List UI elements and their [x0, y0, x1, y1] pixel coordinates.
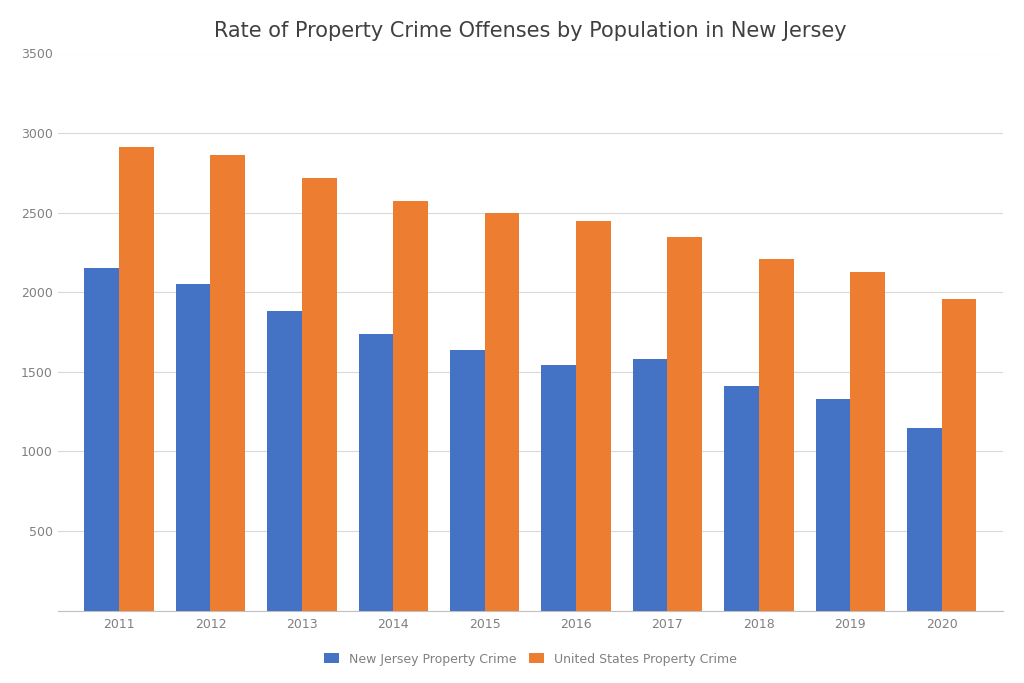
- Bar: [84, 268, 119, 611]
- Bar: [907, 428, 942, 611]
- Bar: [267, 311, 302, 611]
- Bar: [211, 155, 245, 611]
- Title: Rate of Property Crime Offenses by Population in New Jersey: Rate of Property Crime Offenses by Popul…: [214, 21, 847, 41]
- Bar: [450, 350, 484, 611]
- Bar: [176, 284, 211, 611]
- Bar: [358, 333, 393, 611]
- Bar: [542, 365, 577, 611]
- Bar: [942, 298, 977, 611]
- Bar: [850, 272, 885, 611]
- Bar: [759, 259, 794, 611]
- Bar: [393, 201, 428, 611]
- Legend: New Jersey Property Crime, United States Property Crime: New Jersey Property Crime, United States…: [324, 652, 737, 666]
- Bar: [815, 399, 850, 611]
- Bar: [633, 359, 668, 611]
- Bar: [577, 221, 610, 611]
- Bar: [484, 212, 519, 611]
- Bar: [302, 178, 337, 611]
- Bar: [119, 148, 154, 611]
- Bar: [668, 236, 702, 611]
- Bar: [724, 386, 759, 611]
